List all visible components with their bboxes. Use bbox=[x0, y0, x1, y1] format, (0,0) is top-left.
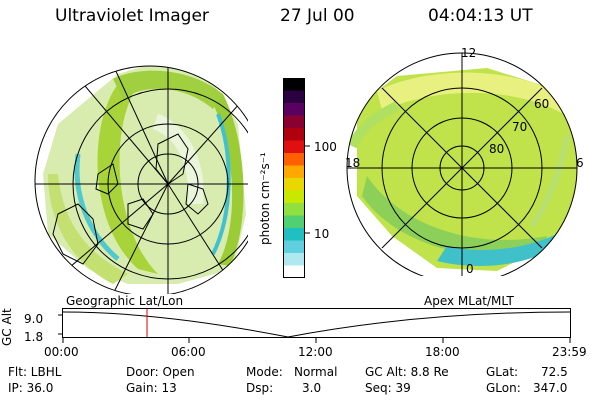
geographic-image bbox=[34, 65, 248, 294]
colorbar-cell bbox=[283, 240, 305, 254]
apex-image bbox=[346, 52, 578, 276]
colorbar-cell bbox=[283, 90, 305, 104]
mlt-label-0: 0 bbox=[466, 262, 474, 276]
info-gc-alt: GC Alt: 8.8 Re bbox=[365, 365, 449, 379]
info-door: Door: Open bbox=[126, 365, 195, 379]
time-label: 04:04:13 UT bbox=[428, 6, 533, 26]
colorbar-cell bbox=[283, 128, 305, 141]
tl-x-tick-1200: 12:00 bbox=[298, 345, 333, 359]
tl-x-tick-1800: 18:00 bbox=[425, 345, 460, 359]
colorbar-cell bbox=[283, 165, 305, 179]
apex-caption: Apex MLat/MLT bbox=[424, 294, 514, 308]
info-mode-label: Mode: bbox=[246, 365, 283, 379]
info-glat-label: GLat: bbox=[486, 365, 519, 379]
colorbar-cell bbox=[283, 215, 305, 229]
geographic-caption: Geographic Lat/Lon bbox=[66, 294, 184, 308]
info-ip: IP: 36.0 bbox=[8, 381, 54, 395]
info-dsp-label: Dsp: bbox=[246, 381, 274, 395]
info-flt: Flt: LBHL bbox=[8, 365, 62, 379]
tl-x-tick-0600: 06:00 bbox=[171, 345, 206, 359]
mlt-label-18: 18 bbox=[345, 156, 361, 170]
info-glon-value: 347.0 bbox=[533, 381, 568, 395]
colorbar-tick-10: 10 bbox=[314, 227, 330, 241]
colorbar-tick-100: 100 bbox=[314, 140, 337, 154]
tl-y-axis-label: GC Alt bbox=[0, 308, 14, 346]
colorbar-cell bbox=[283, 265, 305, 278]
info-glon-label: GLon: bbox=[486, 381, 521, 395]
colorbar bbox=[283, 78, 310, 278]
info-dsp-value: 3.0 bbox=[302, 381, 322, 395]
tl-x-tick-2359: 23:59 bbox=[552, 345, 587, 359]
altitude-timeline bbox=[58, 308, 571, 343]
colorbar-cell bbox=[283, 115, 305, 129]
mlat-label-70: 70 bbox=[512, 120, 528, 134]
colorbar-cell bbox=[283, 103, 305, 116]
tl-y-tick-18: 1.8 bbox=[24, 330, 44, 344]
instrument-title: Ultraviolet Imager bbox=[55, 6, 209, 26]
date-label: 27 Jul 00 bbox=[280, 6, 355, 26]
tl-y-tick-9: 9.0 bbox=[24, 312, 44, 326]
mlt-label-6: 6 bbox=[576, 156, 584, 170]
colorbar-cell bbox=[283, 228, 305, 241]
colorbar-cell bbox=[283, 190, 305, 204]
colorbar-cell bbox=[283, 203, 305, 216]
colorbar-unit-label: photon cm⁻²s⁻¹ bbox=[258, 152, 272, 245]
colorbar-cell bbox=[283, 140, 305, 154]
info-seq: Seq: 39 bbox=[365, 381, 411, 395]
mlat-label-80: 80 bbox=[489, 142, 505, 156]
info-mode-value: Normal bbox=[294, 365, 338, 379]
colorbar-cell bbox=[283, 78, 305, 91]
colorbar-cell bbox=[283, 153, 305, 166]
info-gain: Gain: 13 bbox=[126, 381, 177, 395]
mlt-label-12: 12 bbox=[461, 46, 477, 60]
tl-x-tick-0000: 00:00 bbox=[44, 345, 79, 359]
info-glat-value: 72.5 bbox=[541, 365, 568, 379]
mlat-label-60: 60 bbox=[534, 97, 550, 111]
colorbar-cell bbox=[283, 178, 305, 191]
colorbar-cell bbox=[283, 253, 305, 266]
